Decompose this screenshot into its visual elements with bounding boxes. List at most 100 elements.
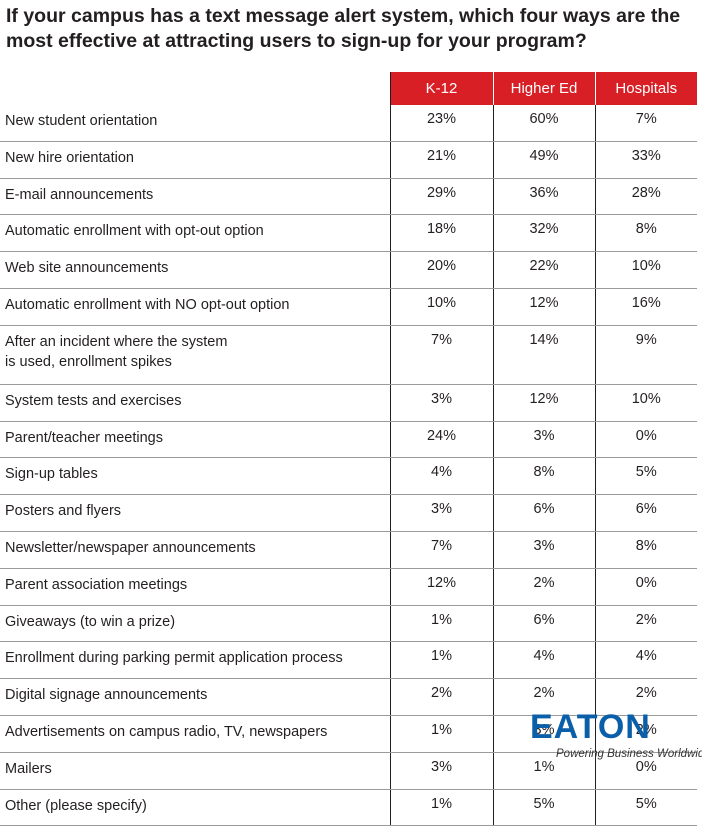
hospitals-value: 2% (594, 605, 697, 643)
higher-ed-value: 60% (492, 105, 595, 142)
table-row: Parent/teacher meetings 24% 3% 0% (0, 421, 697, 459)
higher-ed-value: 8% (492, 457, 595, 496)
header-row: K-12 Higher Ed Hospitals (0, 72, 697, 105)
k12-value: 7% (389, 325, 493, 385)
hospitals-value: 0% (594, 421, 697, 459)
k12-value: 1% (389, 789, 493, 826)
k12-value: 4% (389, 457, 493, 496)
table-row: New hire orientation 21% 49% 33% (0, 141, 697, 179)
table-row: Other (please specify) 1% 5% 5% (0, 789, 697, 826)
row-label: Web site announcements (0, 251, 390, 289)
hospitals-value: 10% (594, 251, 697, 289)
header-k12: K-12 (390, 72, 494, 105)
hospitals-value: 16% (594, 288, 697, 326)
k12-value: 12% (389, 568, 493, 606)
row-label: Parent association meetings (0, 568, 390, 606)
k12-value: 2% (389, 678, 493, 716)
k12-value: 3% (389, 384, 493, 422)
k12-value: 29% (389, 178, 493, 216)
table-row: System tests and exercises 3% 12% 10% (0, 384, 697, 422)
higher-ed-value: 2% (492, 678, 595, 716)
hospitals-value: 6% (594, 494, 697, 532)
higher-ed-value: 22% (492, 251, 595, 289)
k12-value: 3% (389, 752, 493, 790)
higher-ed-value: 49% (492, 141, 595, 179)
k12-value: 1% (389, 641, 493, 680)
higher-ed-value: 5% (492, 789, 595, 826)
table-row: Parent association meetings 12% 2% 0% (0, 568, 697, 606)
row-label: Digital signage announcements (0, 678, 390, 716)
row-label: Mailers (0, 752, 390, 790)
k12-value: 10% (389, 288, 493, 326)
higher-ed-value: 14% (492, 325, 595, 385)
row-label: New hire orientation (0, 141, 390, 179)
k12-value: 23% (389, 105, 493, 142)
table-row: Giveaways (to win a prize) 1% 6% 2% (0, 605, 697, 643)
row-label: Parent/teacher meetings (0, 421, 390, 459)
header-higher-ed: Higher Ed (493, 72, 596, 105)
hospitals-value: 0% (594, 568, 697, 606)
row-label: Other (please specify) (0, 789, 390, 826)
row-label: Newsletter/newspaper announcements (0, 531, 390, 569)
higher-ed-value: 32% (492, 214, 595, 253)
hospitals-value: 28% (594, 178, 697, 216)
table-row: Newsletter/newspaper announcements 7% 3% 8% (0, 531, 697, 569)
hospitals-value: 5% (594, 789, 697, 826)
higher-ed-value: 3% (492, 421, 595, 459)
row-label: Sign-up tables (0, 457, 390, 496)
row-label: Posters and flyers (0, 494, 390, 532)
header-blank (0, 72, 391, 105)
eaton-logo: EATON Powering Business Worldwide (526, 708, 702, 765)
table-row: Automatic enrollment with opt-out option… (0, 214, 697, 253)
hospitals-value: 2% (594, 678, 697, 716)
hospitals-value: 7% (594, 105, 697, 142)
hospitals-value: 33% (594, 141, 697, 179)
higher-ed-value: 6% (492, 494, 595, 532)
higher-ed-value: 12% (492, 384, 595, 422)
higher-ed-value: 3% (492, 715, 595, 753)
row-label: E-mail announcements (0, 178, 390, 216)
title-line-2: most effective at attracting users to si… (6, 30, 587, 52)
hospitals-value: 5% (594, 457, 697, 496)
row-label: After an incident where the system is use… (0, 325, 390, 385)
higher-ed-value: 12% (492, 288, 595, 326)
table-row: Sign-up tables 4% 8% 5% (0, 457, 697, 496)
row-label: Enrollment during parking permit applica… (0, 641, 390, 680)
logo-wordmark: EATON (530, 708, 651, 746)
higher-ed-value: 4% (492, 641, 595, 680)
row-label: New student orientation (0, 105, 390, 142)
k12-value: 1% (389, 605, 493, 643)
table-row: New student orientation 23% 60% 7% (0, 105, 697, 142)
chart-title: If your campus has a text message alert … (6, 4, 696, 54)
k12-value: 18% (389, 214, 493, 253)
table-row: Posters and flyers 3% 6% 6% (0, 494, 697, 532)
row-label: Automatic enrollment with NO opt-out opt… (0, 288, 390, 326)
hospitals-value: 8% (594, 531, 697, 569)
hospitals-value: 2% (594, 715, 697, 753)
header-hospitals: Hospitals (595, 72, 697, 105)
row-label: Advertisements on campus radio, TV, news… (0, 715, 390, 753)
higher-ed-value: 3% (492, 531, 595, 569)
row-label: System tests and exercises (0, 384, 390, 422)
table-row: Advertisements on campus radio, TV, news… (0, 715, 697, 753)
table-row: Digital signage announcements 2% 2% 2% (0, 678, 697, 716)
table-row: Enrollment during parking permit applica… (0, 641, 697, 680)
k12-value: 20% (389, 251, 493, 289)
table-row: Web site announcements 20% 22% 10% (0, 251, 697, 289)
hospitals-value: 8% (594, 214, 697, 253)
table-row: Automatic enrollment with NO opt-out opt… (0, 288, 697, 326)
k12-value: 7% (389, 531, 493, 569)
row-label: Giveaways (to win a prize) (0, 605, 390, 643)
k12-value: 1% (389, 715, 493, 753)
higher-ed-value: 36% (492, 178, 595, 216)
k12-value: 24% (389, 421, 493, 459)
hospitals-value: 9% (594, 325, 697, 385)
hospitals-value: 4% (594, 641, 697, 680)
logo-tagline: Powering Business Worldwide (556, 748, 702, 760)
title-line-1: If your campus has a text message alert … (6, 5, 681, 27)
row-label: Automatic enrollment with opt-out option (0, 214, 390, 253)
higher-ed-value: 2% (492, 568, 595, 606)
k12-value: 21% (389, 141, 493, 179)
hospitals-value: 10% (594, 384, 697, 422)
table-row: After an incident where the system is use… (0, 325, 697, 385)
